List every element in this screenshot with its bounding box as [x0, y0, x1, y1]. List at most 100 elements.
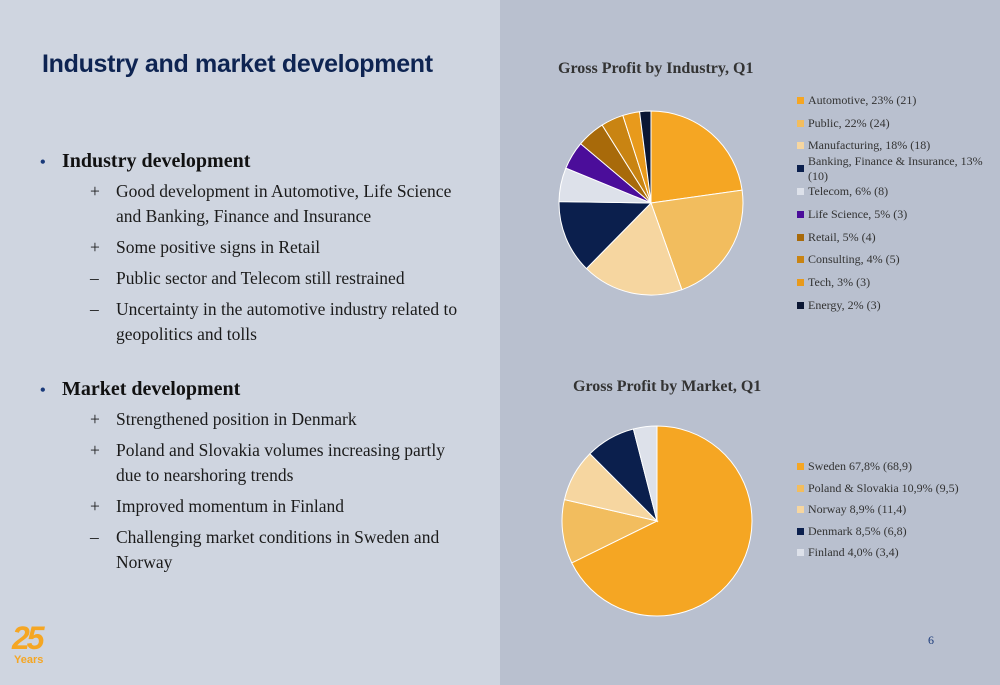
bullet-sign: +	[90, 181, 100, 201]
bullet-text: Poland and Slovakia volumes increasing p…	[116, 438, 445, 488]
legend-item: Norway 8,9% (11,4)	[797, 499, 959, 521]
section-heading: Market development	[62, 378, 241, 400]
legend-swatch	[797, 233, 804, 241]
bullet-item: + Improved momentum in Finland	[90, 494, 480, 519]
legend-swatch	[797, 119, 804, 127]
logo-label: Years	[14, 654, 44, 666]
bullet-item: + Strengthened position in Denmark	[90, 407, 480, 432]
legend-swatch	[797, 549, 804, 557]
left-panel	[0, 0, 500, 685]
bullet-sign: +	[90, 409, 100, 429]
legend-swatch	[797, 165, 804, 173]
legend-swatch	[797, 506, 804, 514]
bullet-text-line: Challenging market conditions in Sweden …	[116, 527, 440, 547]
legend-swatch	[797, 256, 804, 264]
legend-label: Poland & Slovakia 10,9% (9,5)	[808, 480, 959, 495]
bullet-sign: –	[90, 527, 99, 547]
bullet-text-line: Public sector and Telecom still restrain…	[116, 268, 405, 288]
legend-swatch	[797, 463, 804, 471]
legend-swatch	[797, 188, 804, 196]
bullet-text: Challenging market conditions in Sweden …	[116, 525, 439, 575]
bullet-dot: •	[40, 154, 46, 171]
bullet-text-line: Norway	[116, 552, 173, 572]
bullet-sign: –	[90, 268, 99, 288]
legend-item: Energy, 2% (3)	[797, 294, 1000, 317]
legend-label: Finland 4,0% (3,4)	[808, 545, 899, 560]
pie-slice	[650, 110, 743, 204]
legend-item: Tech, 3% (3)	[797, 271, 1000, 294]
industry-development-section: • Industry development + Good development…	[40, 150, 480, 347]
bullet-item: – Challenging market conditions in Sweden…	[90, 525, 480, 575]
legend-swatch	[797, 484, 804, 492]
bullet-text-line: geopolitics and tolls	[116, 324, 257, 344]
legend-swatch	[797, 210, 804, 218]
legend-label: Tech, 3% (3)	[808, 275, 871, 290]
bullet-text: Improved momentum in Finland	[116, 494, 344, 519]
legend-label: Norway 8,9% (11,4)	[808, 502, 907, 517]
legend-item: Poland & Slovakia 10,9% (9,5)	[797, 478, 959, 500]
pie-slice	[558, 201, 653, 270]
pie-slice	[639, 110, 652, 204]
bullet-text: Strengthened position in Denmark	[116, 407, 357, 432]
market-chart-title: Gross Profit by Market, Q1	[573, 378, 762, 395]
bullet-text-line: due to nearshoring trends	[116, 465, 294, 485]
bullet-sign: +	[90, 496, 100, 516]
pie-slice	[585, 202, 683, 296]
bullet-item: + Good development in Automotive, Life Sc…	[90, 179, 480, 229]
bullet-text-line: Some positive signs in Retail	[116, 237, 321, 257]
legend-swatch	[797, 142, 804, 150]
bullet-dot: •	[40, 382, 46, 399]
bullet-text: Public sector and Telecom still restrain…	[116, 266, 405, 291]
pie-slice	[650, 189, 744, 291]
bullet-text: Uncertainty in the automotive industry r…	[116, 297, 457, 347]
anniversary-logo: 25 Years	[12, 620, 45, 666]
bullet-sign: +	[90, 440, 100, 460]
bullet-text-line: Poland and Slovakia volumes increasing p…	[116, 440, 446, 460]
industry-chart-title: Gross Profit by Industry, Q1	[558, 60, 754, 77]
market-legend: Sweden 67,8% (68,9) Poland & Slovakia 10,…	[797, 456, 959, 564]
legend-swatch	[797, 527, 804, 535]
legend-item: Denmark 8,5% (6,8)	[797, 521, 959, 543]
industry-legend: Automotive, 23% (21) Public, 22% (24) Manu…	[797, 89, 1000, 317]
pie-slice	[561, 498, 659, 564]
bullet-item: – Public sector and Telecom still restrai…	[90, 266, 480, 291]
legend-label: Life Science, 5% (3)	[808, 206, 908, 221]
legend-label: Energy, 2% (3)	[808, 298, 881, 313]
legend-label: Denmark 8,5% (6,8)	[808, 523, 907, 538]
legend-item: Life Science, 5% (3)	[797, 203, 1000, 226]
bullet-item: + Poland and Slovakia volumes increasing …	[90, 438, 480, 488]
legend-label: Sweden 67,8% (68,9)	[808, 459, 912, 474]
pie-slice	[571, 425, 753, 617]
legend-label: Telecom, 6% (8)	[808, 184, 889, 199]
legend-item: Finland 4,0% (3,4)	[797, 542, 959, 564]
legend-item: Retail, 5% (4)	[797, 226, 1000, 249]
bullet-text-line: Good development in Automotive, Life Sci…	[116, 181, 452, 201]
legend-item: Manufacturing, 18% (18)	[797, 135, 1000, 158]
legend-label: Banking, Finance & Insurance, 13% (10)	[808, 153, 983, 183]
bullet-text-line: and Banking, Finance and Insurance	[116, 206, 372, 226]
legend-item: Consulting, 4% (5)	[797, 249, 1000, 272]
bullet-text-line: Strengthened position in Denmark	[116, 409, 357, 429]
legend-item: Sweden 67,8% (68,9)	[797, 456, 959, 478]
pie-slice	[632, 425, 658, 522]
legend-swatch	[797, 96, 804, 104]
legend-label: Retail, 5% (4)	[808, 229, 876, 244]
section-heading: Industry development	[62, 150, 251, 172]
bullet-item: + Some positive signs in Retail	[90, 235, 480, 260]
legend-label: Manufacturing, 18% (18)	[808, 138, 931, 153]
page-number: 6	[928, 633, 934, 647]
legend-item: Banking, Finance & Insurance, 13% (10)	[797, 154, 1000, 183]
market-development-section: • Market development + Strengthened posit…	[40, 378, 480, 575]
slide-title: Industry and market development	[42, 50, 433, 78]
bullet-sign: +	[90, 237, 100, 257]
bullet-text-line: Improved momentum in Finland	[116, 496, 344, 516]
legend-item: Automotive, 23% (21)	[797, 89, 1000, 112]
legend-label: Consulting, 4% (5)	[808, 252, 900, 267]
legend-item: Telecom, 6% (8)	[797, 180, 1000, 203]
bullet-text: Good development in Automotive, Life Sci…	[116, 179, 451, 229]
bullet-text: Some positive signs in Retail	[116, 235, 320, 260]
logo-number: 25	[12, 620, 45, 656]
bullet-item: – Uncertainty in the automotive industry …	[90, 297, 480, 347]
bullet-text-line: Uncertainty in the automotive industry r…	[116, 299, 458, 319]
